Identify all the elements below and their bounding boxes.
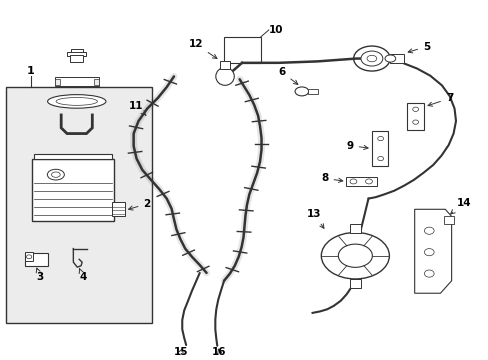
Ellipse shape (424, 270, 433, 277)
Text: 14: 14 (450, 198, 470, 214)
Bar (70, 55, 83, 62)
Text: 16: 16 (211, 347, 226, 357)
Bar (55, 77, 99, 86)
Ellipse shape (412, 120, 418, 124)
Bar (94, 79, 99, 85)
Bar (345, 177, 376, 186)
Bar (71, 49, 82, 53)
Text: 13: 13 (306, 209, 323, 228)
Bar (25, 252, 33, 261)
Bar (55, 79, 60, 85)
Ellipse shape (338, 244, 372, 267)
Text: 15: 15 (174, 347, 188, 357)
Bar (223, 37, 260, 63)
Ellipse shape (26, 255, 32, 259)
Text: 3: 3 (36, 268, 43, 282)
Text: 7: 7 (427, 93, 452, 106)
Bar (112, 202, 125, 216)
Ellipse shape (47, 169, 64, 180)
Text: 4: 4 (79, 269, 86, 282)
Text: 8: 8 (321, 174, 342, 184)
Ellipse shape (215, 67, 234, 85)
Bar (25, 253, 48, 266)
Bar (389, 54, 404, 63)
Text: 11: 11 (128, 100, 145, 115)
Text: 10: 10 (268, 25, 283, 35)
Bar (31, 158, 114, 221)
Ellipse shape (366, 55, 376, 62)
Ellipse shape (47, 95, 106, 108)
PathPatch shape (414, 209, 451, 293)
Bar (349, 224, 361, 233)
Bar (67, 52, 86, 56)
Text: 12: 12 (188, 39, 217, 59)
Ellipse shape (412, 107, 418, 111)
Bar (6, 87, 152, 323)
Ellipse shape (384, 55, 395, 62)
Text: 9: 9 (346, 140, 367, 150)
Ellipse shape (321, 233, 388, 279)
Bar (443, 216, 453, 224)
Ellipse shape (365, 179, 372, 184)
Ellipse shape (51, 172, 60, 177)
Ellipse shape (377, 136, 383, 141)
Text: 5: 5 (407, 42, 429, 53)
Text: 6: 6 (278, 67, 297, 84)
Ellipse shape (377, 157, 383, 161)
Ellipse shape (294, 87, 308, 96)
Ellipse shape (424, 249, 433, 256)
Bar (34, 154, 112, 158)
Ellipse shape (424, 227, 433, 234)
Bar (406, 103, 424, 130)
Bar (349, 279, 361, 288)
Ellipse shape (360, 51, 382, 66)
Bar (220, 61, 229, 68)
Ellipse shape (56, 98, 97, 105)
Bar (371, 131, 387, 166)
Text: 2: 2 (128, 199, 150, 210)
Ellipse shape (353, 46, 389, 71)
Bar (307, 89, 318, 94)
Text: 1: 1 (27, 66, 34, 76)
Ellipse shape (349, 179, 356, 184)
